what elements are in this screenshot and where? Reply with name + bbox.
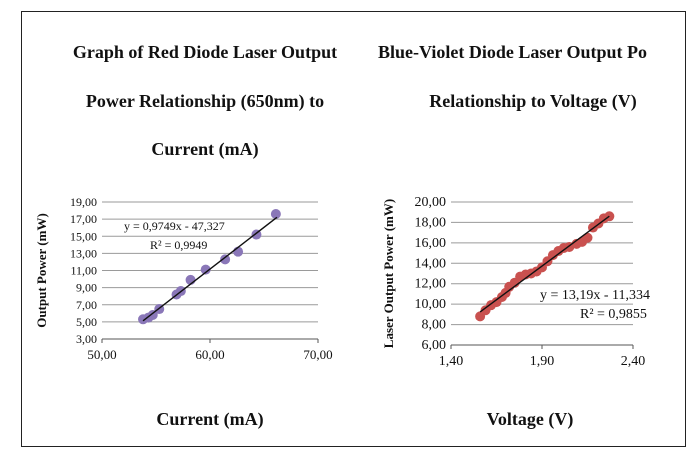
right-chart-title-line-2: Relationship to Voltage (V): [429, 91, 637, 111]
chart-0-x-tick-label: 50,00: [87, 347, 116, 362]
chart-0-y-tick-label: 3,00: [76, 332, 97, 346]
chart-0-r-squared: R² = 0,9949: [150, 238, 207, 252]
figure-frame: [21, 11, 686, 447]
chart-1-trendline: [479, 215, 610, 313]
chart-0-data-point: [200, 264, 211, 275]
chart-1-y-tick-label: 16,00: [415, 236, 447, 251]
left-chart-title-line-1: Graph of Red Diode Laser Output: [72, 42, 338, 62]
chart-0-y-tick-label: 9,00: [76, 281, 97, 295]
chart-1-y-tick-label: 20,00: [415, 195, 447, 210]
chart-1-y-axis-title: Laser Output Power (mW): [381, 199, 396, 348]
chart-0-x-tick-label: 60,00: [195, 347, 224, 362]
chart-0-data-point: [220, 254, 231, 265]
chart-0-y-tick-label: 7,00: [76, 298, 97, 312]
chart-0-data-point: [147, 310, 158, 321]
chart-1-x-tick-label: 1,90: [530, 354, 555, 369]
chart-1-y-tick-label: 18,00: [415, 215, 447, 230]
chart-0-y-tick-label: 15,00: [70, 229, 97, 243]
chart-0-data-point: [270, 208, 281, 219]
chart-1-y-tick-label: 8,00: [422, 318, 447, 333]
chart-0-y-tick-label: 19,00: [70, 195, 97, 209]
right-chart-title-line-1: Blue-Violet Diode Laser Output Po: [378, 42, 647, 62]
chart-0-y-tick-label: 5,00: [76, 315, 97, 329]
left-chart-title-line-2: Power Relationship (650nm) to: [85, 91, 325, 111]
left-chart-x-axis-title: Current (mA): [156, 409, 264, 429]
chart-1-x-tick-label: 2,40: [621, 354, 646, 369]
chart-1-y-tick-label: 6,00: [422, 338, 447, 353]
chart-0-y-tick-label: 17,00: [70, 212, 97, 226]
chart-1-trendline-equation: y = 13,19x - 11,334: [540, 288, 650, 303]
left-chart-title-line-3: Current (mA): [151, 139, 259, 159]
chart-1-r-squared: R² = 0,9855: [580, 307, 647, 322]
right-chart-x-axis-title: Voltage (V): [486, 409, 574, 429]
chart-1-data-point: [582, 232, 593, 243]
chart-1-y-tick-label: 14,00: [415, 256, 447, 271]
chart-1-y-tick-label: 10,00: [415, 297, 447, 312]
chart-0-trendline: [142, 216, 278, 322]
chart-0-x-tick-label: 70,00: [303, 347, 332, 362]
chart-0-y-axis-title: Output Power (mW): [34, 213, 49, 328]
chart-1-x-tick-label: 1,40: [439, 354, 464, 369]
chart-1-y-tick-label: 12,00: [415, 277, 447, 292]
chart-0-y-tick-label: 13,00: [70, 246, 97, 260]
chart-0-trendline-equation: y = 0,9749x - 47,327: [124, 219, 225, 233]
chart-0-y-tick-label: 11,00: [70, 264, 97, 278]
